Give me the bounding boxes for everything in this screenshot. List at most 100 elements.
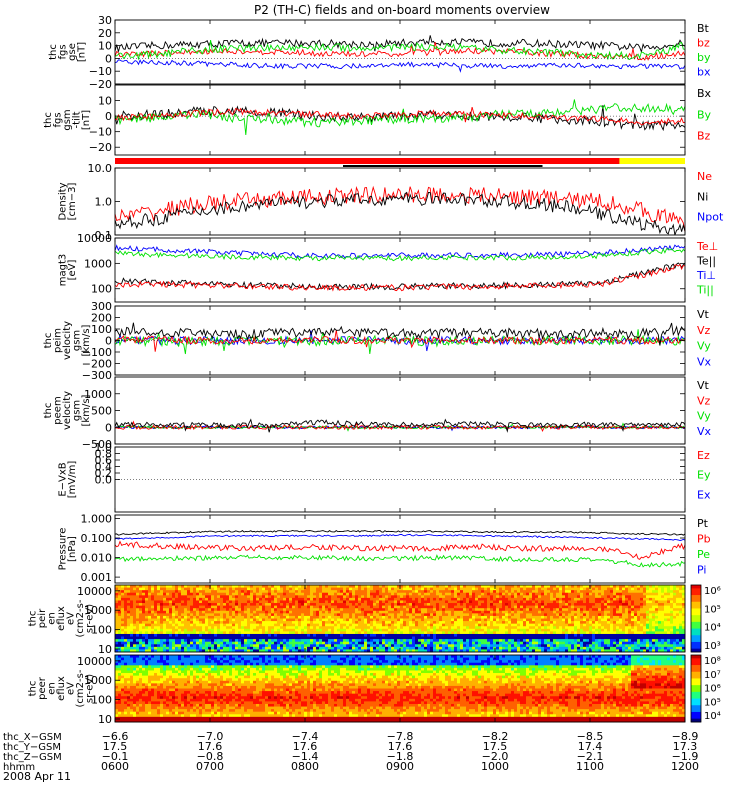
- spectrogram-cell: [520, 595, 524, 599]
- spectrogram-cell: [457, 631, 461, 635]
- spectrogram-cell: [586, 631, 590, 635]
- spectrogram-cell: [274, 649, 278, 653]
- spectrogram-cell: [292, 631, 296, 635]
- spectrogram-cell: [268, 597, 272, 601]
- spectrogram-cell: [187, 639, 191, 643]
- spectrogram-cell: [601, 636, 605, 640]
- spectrogram-cell: [256, 649, 260, 653]
- spectrogram-cell: [550, 608, 554, 612]
- spectrogram-cell: [544, 621, 548, 625]
- spectrogram-cell: [385, 615, 389, 619]
- spectrogram-cell: [529, 610, 533, 614]
- spectrogram-cell: [268, 618, 272, 622]
- y-axis-label: [km/s]: [81, 394, 92, 426]
- spectrogram-cell: [193, 592, 197, 596]
- spectrogram-cell: [493, 623, 497, 627]
- spectrogram-cell: [586, 641, 590, 645]
- spectrogram-cell: [418, 646, 422, 650]
- spectrogram-cell: [235, 595, 239, 599]
- spectrogram-cell: [400, 618, 404, 622]
- spectrogram-cell: [403, 626, 407, 630]
- spectrogram-cell: [223, 603, 227, 607]
- spectrogram-cell: [358, 621, 362, 625]
- spectrogram-cell: [286, 633, 290, 637]
- spectrogram-cell: [508, 628, 512, 632]
- spectrogram-cell: [256, 595, 260, 599]
- spectrogram-cell: [298, 603, 302, 607]
- spectrogram-cell: [331, 626, 335, 630]
- spectrogram-cell: [400, 587, 404, 591]
- spectrogram-cell: [223, 623, 227, 627]
- spectrogram-cell: [271, 587, 275, 591]
- spectrogram-cell: [559, 631, 563, 635]
- spectrogram-cell: [637, 608, 641, 612]
- spectrogram-cell: [271, 592, 275, 596]
- spectrogram-cell: [505, 608, 509, 612]
- spectrogram-cell: [178, 587, 182, 591]
- spectrogram-cell: [127, 626, 131, 630]
- spectrogram-cell: [280, 636, 284, 640]
- spectrogram-cell: [427, 587, 431, 591]
- spectrogram-cell: [130, 613, 134, 617]
- spectrogram-cell: [292, 633, 296, 637]
- spectrogram-cell: [133, 621, 137, 625]
- spectrogram-cell: [397, 605, 401, 609]
- spectrogram-cell: [298, 595, 302, 599]
- spectrogram-cell: [163, 621, 167, 625]
- spectrogram-cell: [565, 618, 569, 622]
- spectrogram-cell: [346, 597, 350, 601]
- spectrogram-cell: [631, 628, 635, 632]
- spectrogram-cell: [481, 628, 485, 632]
- spectrogram-cell: [391, 595, 395, 599]
- spectrogram-cell: [208, 590, 212, 594]
- spectrogram-cell: [574, 628, 578, 632]
- spectrogram-cell: [364, 641, 368, 645]
- panel-p9: 10⁶10⁵10⁴10³10000100010010thcpeireneflux…: [28, 584, 721, 656]
- spectrogram-cell: [229, 613, 233, 617]
- spectrogram-cell: [202, 587, 206, 591]
- spectrogram-cell: [118, 608, 122, 612]
- spectrogram-cell: [205, 603, 209, 607]
- spectrogram-cell: [271, 646, 275, 650]
- spectrogram-cell: [121, 649, 125, 653]
- spectrogram-cell: [115, 600, 119, 604]
- spectrogram-cell: [580, 646, 584, 650]
- spectrogram-cell: [301, 636, 305, 640]
- spectrogram-cell: [235, 649, 239, 653]
- spectrogram-cell: [505, 649, 509, 653]
- spectrogram-cell: [256, 600, 260, 604]
- spectrogram-cell: [433, 597, 437, 601]
- spectrogram-cell: [595, 644, 599, 648]
- spectrogram-cell: [394, 600, 398, 604]
- spectrogram-cell: [247, 605, 251, 609]
- spectrogram-cell: [547, 633, 551, 637]
- spectrogram-cell: [346, 590, 350, 594]
- spectrogram-cell: [289, 590, 293, 594]
- spectrogram-cell: [439, 605, 443, 609]
- spectrogram-cell: [646, 605, 650, 609]
- spectrogram-cell: [421, 585, 425, 588]
- spectrogram-cell: [250, 633, 254, 637]
- spectrogram-cell: [154, 639, 158, 643]
- spectrogram-cell: [550, 597, 554, 601]
- spectrogram-cell: [559, 641, 563, 645]
- spectrogram-cell: [514, 646, 518, 650]
- series-line-Pi: [114, 533, 686, 541]
- spectrogram-cell: [340, 641, 344, 645]
- spectrogram-cell: [622, 646, 626, 650]
- spectrogram-cell: [454, 613, 458, 617]
- spectrogram-cell: [247, 590, 251, 594]
- spectrogram-cell: [367, 631, 371, 635]
- spectrogram-cell: [205, 621, 209, 625]
- spectrogram-cell: [277, 649, 281, 653]
- spectrogram-cell: [349, 644, 353, 648]
- spectrogram-cell: [322, 605, 326, 609]
- spectrogram-cell: [211, 603, 215, 607]
- spectrogram-cell: [334, 649, 338, 653]
- spectrogram-cell: [373, 613, 377, 617]
- spectrogram-cell: [343, 603, 347, 607]
- spectrogram-cell: [430, 587, 434, 591]
- spectrogram-cell: [562, 621, 566, 625]
- spectrogram-cell: [352, 623, 356, 627]
- spectrogram-cell: [490, 585, 494, 588]
